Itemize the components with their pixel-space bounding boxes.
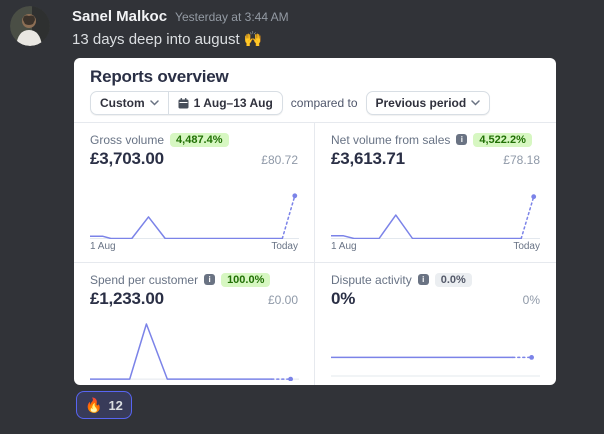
x-tick-start: 1 Aug	[90, 241, 116, 252]
date-filter-group: Custom 1 Aug–13 Aug	[90, 91, 283, 115]
comparison-dropdown[interactable]: Previous period	[365, 91, 491, 115]
info-icon[interactable]: i	[456, 134, 468, 145]
message-text: 13 days deep into august 🙌	[72, 31, 263, 48]
metric-label: Gross volume	[90, 132, 165, 147]
chevron-down-icon	[149, 100, 159, 106]
range-type-dropdown[interactable]: Custom	[91, 92, 168, 114]
message-header: Sanel Malkoc Yesterday at 3:44 AM	[72, 8, 289, 26]
card-header: Reports overview Custom 1 Aug–13 Aug	[74, 58, 556, 122]
panel-gross-volume: Gross volume 4,487.4% £3,703.00 £80.72 1…	[74, 123, 315, 263]
change-badge: 0.0%	[434, 272, 472, 287]
x-tick-end: Today	[513, 241, 540, 252]
timestamp: Yesterday at 3:44 AM	[175, 10, 289, 24]
change-badge: 4,487.4%	[170, 132, 229, 147]
calendar-icon	[178, 97, 189, 108]
info-icon[interactable]: i	[417, 274, 429, 285]
metrics-grid: Gross volume 4,487.4% £3,703.00 £80.72 1…	[74, 122, 556, 385]
change-badge: 100.0%	[221, 272, 271, 287]
change-badge: 4,522.2%	[473, 132, 532, 147]
metric-label: Spend per customer	[90, 272, 199, 287]
reaction-fire[interactable]: 🔥 12	[76, 391, 132, 419]
date-range-label: 1 Aug–13 Aug	[193, 96, 273, 110]
panel-dispute-activity: Dispute activity i 0.0% 0% 0%	[315, 263, 556, 385]
spend-per-customer-chart	[90, 323, 299, 381]
dispute-activity-chart	[331, 355, 540, 377]
page-title: Reports overview	[90, 67, 229, 86]
fire-emoji-icon: 🔥	[85, 397, 103, 413]
x-tick-start: 1 Aug	[331, 241, 357, 252]
filter-controls: Custom 1 Aug–13 Aug compared to Previous…	[90, 91, 540, 115]
comparison-value: £78.18	[503, 153, 540, 167]
info-icon[interactable]: i	[204, 274, 216, 285]
gross-volume-chart	[90, 193, 299, 239]
x-tick-end: Today	[271, 241, 298, 252]
username[interactable]: Sanel Malkoc	[72, 8, 168, 25]
comparison-value: £80.72	[261, 153, 298, 167]
reaction-count: 12	[108, 397, 123, 413]
comparison-label: Previous period	[375, 96, 467, 110]
metric-value: £3,613.71	[331, 149, 405, 168]
comparison-value: 0%	[522, 293, 540, 307]
metric-label: Net volume from sales	[331, 132, 451, 147]
avatar[interactable]	[10, 6, 50, 46]
panel-spend-per-customer: Spend per customer i 100.0% £1,233.00 £0…	[74, 263, 315, 385]
reports-overview-card[interactable]: Reports overview Custom 1 Aug–13 Aug	[74, 58, 556, 385]
compared-to-label: compared to	[290, 96, 358, 110]
metric-label: Dispute activity	[331, 272, 412, 287]
chevron-down-icon	[471, 100, 480, 106]
metric-value: £3,703.00	[90, 149, 164, 168]
metric-value: 0%	[331, 289, 356, 308]
avatar-photo	[10, 6, 50, 46]
panel-net-volume: Net volume from sales i 4,522.2% £3,613.…	[315, 123, 556, 263]
date-range-button[interactable]: 1 Aug–13 Aug	[167, 92, 282, 114]
range-type-label: Custom	[100, 96, 145, 110]
comparison-value: £0.00	[267, 293, 298, 307]
metric-value: £1,233.00	[90, 289, 164, 308]
net-volume-chart	[331, 194, 540, 239]
